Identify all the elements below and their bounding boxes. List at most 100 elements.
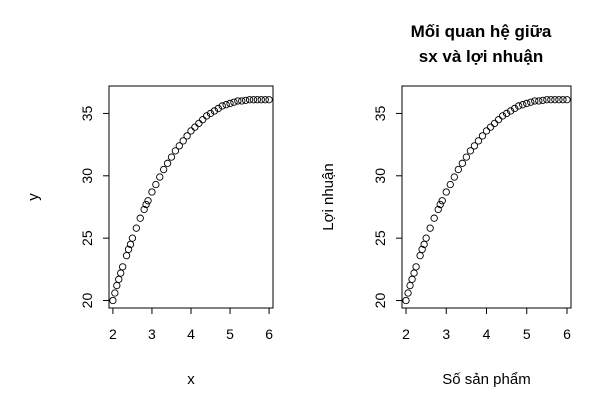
left-data-point <box>210 107 219 115</box>
left-scatter-panel: x y 2 3 4 5 6 20 25 30 35 <box>25 85 274 388</box>
left-data-point <box>222 101 230 109</box>
left-data-point <box>152 180 160 189</box>
left-data-point <box>119 263 127 271</box>
right-data-point <box>410 269 418 277</box>
left-data-point <box>163 159 172 167</box>
right-data-point <box>515 102 523 110</box>
right-data-point <box>422 234 430 242</box>
right-data-point <box>551 96 559 104</box>
right-data-point <box>466 147 475 155</box>
left-data-point <box>124 245 133 254</box>
right-data-point <box>535 97 543 105</box>
right-y-tick-label: 35 <box>372 105 388 121</box>
left-data-point <box>245 96 254 104</box>
right-data-point <box>446 180 454 189</box>
right-y-tick-label: 20 <box>372 293 388 309</box>
left-data-point <box>117 269 125 277</box>
left-data-point <box>109 296 117 305</box>
right-data-point <box>543 96 551 104</box>
left-data-point <box>214 104 222 113</box>
left-data-point <box>202 112 211 120</box>
left-data-point <box>187 127 195 135</box>
left-x-tick-label: 4 <box>187 326 195 342</box>
right-y-tick-label: 30 <box>372 168 388 184</box>
right-data-point <box>527 98 535 106</box>
right-data-point <box>402 296 410 305</box>
left-y-tick-label: 35 <box>79 105 95 121</box>
left-data-point <box>122 251 131 260</box>
right-x-tick-label: 3 <box>442 326 450 342</box>
right-data-point <box>442 188 450 196</box>
left-data-point <box>171 147 180 155</box>
right-title-line-2: sx và lợi nhuận <box>419 47 544 66</box>
left-data-point <box>199 116 207 124</box>
right-data-point <box>406 281 414 290</box>
right-data-point <box>502 109 511 118</box>
right-data-point <box>458 159 467 167</box>
right-data-point <box>412 263 420 271</box>
left-y-tick-label: 20 <box>79 293 95 309</box>
right-x-axis-label: Số sản phẩm <box>442 371 530 388</box>
left-data-point <box>265 96 273 104</box>
left-data-point <box>136 214 144 222</box>
right-data-point <box>506 107 515 115</box>
left-data-point <box>230 98 238 106</box>
right-data-point <box>523 99 531 108</box>
left-data-point <box>183 132 191 140</box>
right-data-point <box>418 245 426 254</box>
right-chart-title: Mối quan hệ giữa sx và lợi nhuận <box>411 22 552 66</box>
right-data-point <box>494 116 503 124</box>
left-data-point <box>191 123 199 131</box>
right-data-point <box>438 197 446 205</box>
right-x-tick-label: 2 <box>402 326 410 342</box>
left-data-point <box>167 153 176 161</box>
left-x-tick-label: 3 <box>148 326 156 342</box>
right-y-tick-label: 25 <box>372 230 388 246</box>
right-data-point <box>470 142 479 150</box>
right-data-point <box>404 289 412 297</box>
left-data-point <box>261 96 269 104</box>
right-data-point <box>436 200 444 209</box>
right-data-point <box>462 153 471 161</box>
left-data-point <box>234 97 242 105</box>
right-data-point <box>408 275 416 283</box>
right-data-point <box>555 96 563 104</box>
right-data-point <box>539 96 547 104</box>
right-data-point <box>430 214 438 222</box>
left-y-tick-label: 25 <box>79 230 95 246</box>
right-x-tick-label: 6 <box>563 326 571 342</box>
right-data-point <box>531 97 539 105</box>
right-data-point <box>478 132 487 140</box>
right-data-point <box>434 205 442 214</box>
right-title-line-1: Mối quan hệ giữa <box>411 22 552 41</box>
right-data-point <box>486 123 495 131</box>
left-data-point <box>175 142 183 150</box>
left-data-point <box>113 281 121 290</box>
right-y-axis-label: Lợi nhuận <box>320 163 337 230</box>
right-plot-frame <box>401 85 572 309</box>
right-x-tick-label: 5 <box>523 326 531 342</box>
left-data-point <box>142 200 150 209</box>
right-data-point <box>511 104 519 113</box>
left-data-point <box>253 96 262 104</box>
left-data-point <box>179 137 187 145</box>
left-data-point <box>111 289 119 297</box>
left-data-point <box>140 205 148 214</box>
left-data-point <box>160 165 168 174</box>
left-data-point <box>115 275 123 283</box>
right-data-point <box>559 96 567 104</box>
left-plot-frame <box>108 85 274 309</box>
left-data-point <box>128 234 137 242</box>
right-data-point <box>416 251 424 260</box>
right-data-point <box>454 165 462 174</box>
left-data-point <box>218 102 226 110</box>
left-data-point <box>148 188 156 196</box>
left-data-point <box>206 109 215 118</box>
left-data-point <box>226 99 234 108</box>
right-data-point <box>482 127 491 135</box>
right-data-point <box>474 137 483 145</box>
right-data-point <box>519 101 527 109</box>
right-data-point <box>450 173 458 181</box>
right-data-point <box>490 119 499 128</box>
